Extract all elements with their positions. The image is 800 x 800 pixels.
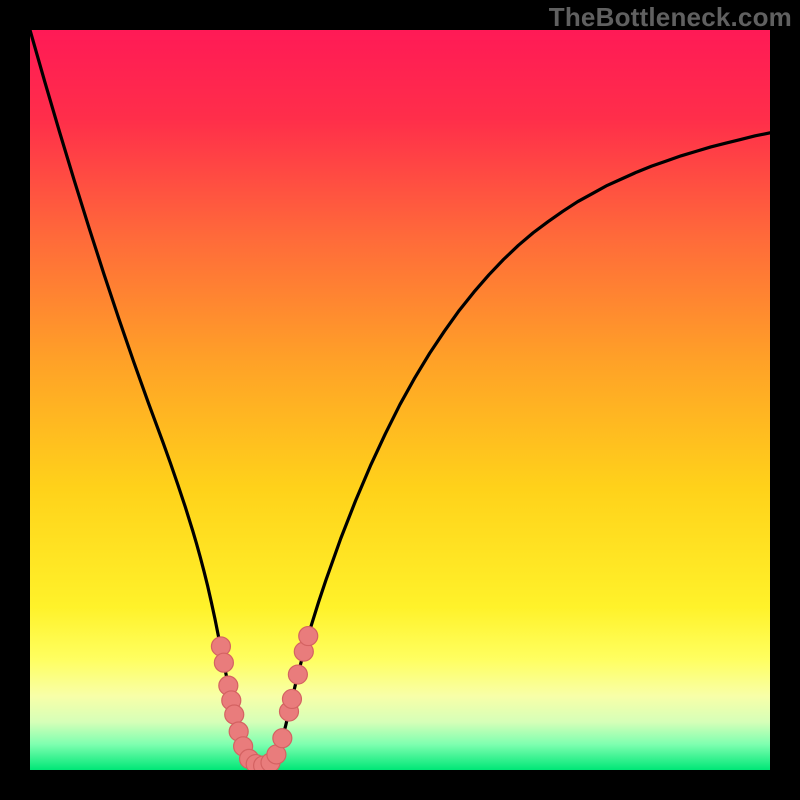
- data-marker: [299, 627, 318, 646]
- data-marker: [225, 705, 244, 724]
- chart-container: TheBottleneck.com: [0, 0, 800, 800]
- data-marker: [282, 689, 301, 708]
- data-marker: [214, 653, 233, 672]
- chart-svg: [30, 30, 770, 770]
- plot-area: [30, 30, 770, 770]
- data-marker: [273, 729, 292, 748]
- gradient-background: [30, 30, 770, 770]
- watermark-text: TheBottleneck.com: [549, 2, 792, 33]
- data-marker: [288, 665, 307, 684]
